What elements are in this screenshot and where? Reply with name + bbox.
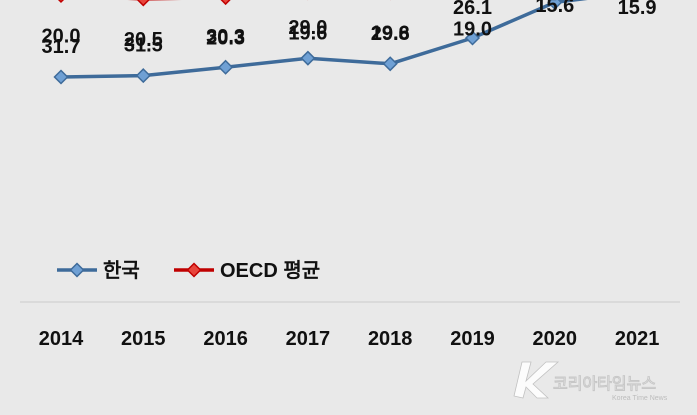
data-label: 30.3: [206, 26, 245, 48]
data-point: [57, 0, 65, 4]
series-2: 20.0 20.5 20.3 19.6 19.6 19.0 15.6 15.9: [42, 0, 657, 51]
series-1: 31.731.530.329.029.826.121.019.5: [42, 0, 588, 85]
data-point: [300, 50, 316, 66]
data-point: [218, 59, 234, 75]
x-tick-label: 2016: [203, 328, 248, 350]
data-label: 19.6: [288, 23, 327, 45]
data-point: [220, 0, 231, 6]
watermark-sub: Korea Time News: [612, 395, 668, 402]
data-label: 31.5: [124, 35, 163, 57]
series-layer: 31.731.530.329.029.826.121.019.520.020.5…: [42, 0, 657, 85]
data-label: 20.0: [42, 25, 81, 47]
watermark-logo: 코리아타임뉴스 Korea Time News: [513, 361, 668, 402]
legend-item: OECD 평균: [174, 259, 320, 282]
data-point: [382, 56, 398, 72]
x-tick-label: 2017: [286, 328, 331, 350]
series-line: [60, 0, 588, 79]
x-tick-label: 2019: [450, 328, 495, 350]
data-label: 29.8: [371, 23, 410, 45]
data-label: 26.1: [453, 0, 492, 19]
x-tick-label: 2018: [368, 328, 413, 350]
data-point: [464, 30, 481, 46]
legend-item: 한국: [57, 259, 140, 282]
data-label: 15.9: [618, 0, 657, 19]
data-point: [547, 0, 563, 10]
data-label: 31.7: [42, 36, 81, 58]
legend-marker: [186, 262, 202, 278]
legend-marker: [69, 262, 85, 278]
legend-label: 한국: [103, 259, 140, 282]
x-tick-label: 2015: [121, 328, 166, 350]
data-label: 19.0: [453, 18, 492, 40]
watermark-name: 코리아타임뉴스: [553, 375, 656, 393]
data-label: 20.5: [124, 29, 163, 51]
x-tick-label: 2014: [39, 328, 84, 350]
x-tick-label: 2020: [533, 328, 578, 350]
data-label: 29.0: [288, 17, 327, 39]
data-point: [135, 68, 151, 84]
watermark-k-logo-icon: [513, 361, 560, 399]
x-axis-tick-labels: 2014 2015 2016 2017 2018 2019 2020 2021: [39, 328, 660, 350]
data-point: [136, 0, 150, 7]
legend: 한국 OECD 평균: [57, 259, 320, 282]
legend-label: OECD 평균: [220, 259, 320, 282]
data-point: [53, 69, 69, 85]
x-tick-label: 2021: [615, 328, 660, 350]
data-label: 19.6: [371, 23, 410, 45]
data-label: 20.3: [206, 28, 245, 50]
data-label: 15.6: [535, 0, 574, 17]
